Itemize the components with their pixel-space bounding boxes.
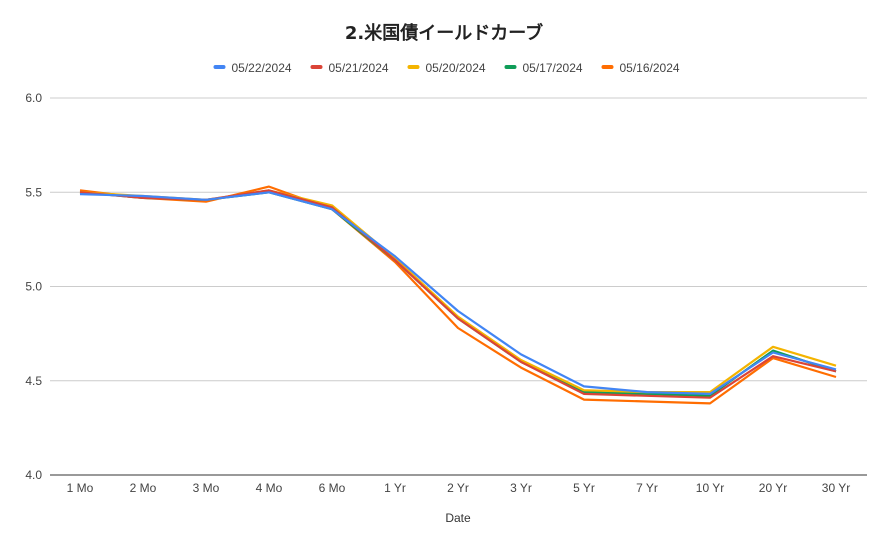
series-lines bbox=[79, 185, 837, 405]
series-line bbox=[79, 191, 837, 395]
x-tick-label: 6 Mo bbox=[319, 481, 346, 495]
y-tick-label: 4.5 bbox=[25, 374, 42, 388]
x-tick-label: 4 Mo bbox=[256, 481, 283, 495]
legend-label: 05/21/2024 bbox=[329, 61, 389, 75]
legend-label: 05/20/2024 bbox=[426, 61, 486, 75]
series-line bbox=[79, 189, 837, 399]
y-tick-label: 5.5 bbox=[25, 185, 42, 199]
series-line bbox=[79, 191, 837, 397]
x-tick-label: 1 Mo bbox=[67, 481, 94, 495]
legend-label: 05/16/2024 bbox=[620, 61, 680, 75]
series-line bbox=[79, 185, 837, 405]
x-tick-label: 7 Yr bbox=[636, 481, 658, 495]
chart-title: 2.米国債イールドカーブ bbox=[345, 22, 543, 44]
x-tick-label: 30 Yr bbox=[822, 481, 850, 495]
y-tick-label: 6.0 bbox=[25, 91, 42, 105]
legend: 05/22/2024 05/21/2024 05/20/2024 05/17/2024… bbox=[213, 61, 680, 75]
y-tick-label: 5.0 bbox=[25, 280, 42, 294]
legend-label: 05/22/2024 bbox=[232, 61, 292, 75]
x-tick-label: 3 Mo bbox=[193, 481, 220, 495]
legend-swatch bbox=[504, 65, 517, 69]
y-axis-ticks: 4.0 4.5 5.0 5.5 6.0 bbox=[25, 91, 42, 482]
x-tick-label: 1 Yr bbox=[384, 481, 406, 495]
legend-swatch bbox=[310, 65, 323, 69]
x-axis-ticks: 1 Mo 2 Mo 3 Mo 4 Mo 6 Mo 1 Yr 2 Yr 3 Yr 5 Yr 7 Yr… bbox=[67, 481, 851, 495]
legend-label: 05/17/2024 bbox=[523, 61, 583, 75]
legend-swatch bbox=[407, 65, 420, 69]
x-tick-label: 2 Mo bbox=[130, 481, 157, 495]
gridlines bbox=[50, 97, 867, 476]
x-tick-label: 20 Yr bbox=[759, 481, 787, 495]
legend-swatch bbox=[213, 65, 226, 69]
legend-swatch bbox=[601, 65, 614, 69]
y-tick-label: 4.0 bbox=[25, 468, 42, 482]
x-axis-label: Date bbox=[445, 511, 471, 525]
x-tick-label: 3 Yr bbox=[510, 481, 532, 495]
x-tick-label: 10 Yr bbox=[696, 481, 724, 495]
x-tick-label: 2 Yr bbox=[447, 481, 469, 495]
series-line bbox=[79, 189, 837, 394]
x-tick-label: 5 Yr bbox=[573, 481, 595, 495]
